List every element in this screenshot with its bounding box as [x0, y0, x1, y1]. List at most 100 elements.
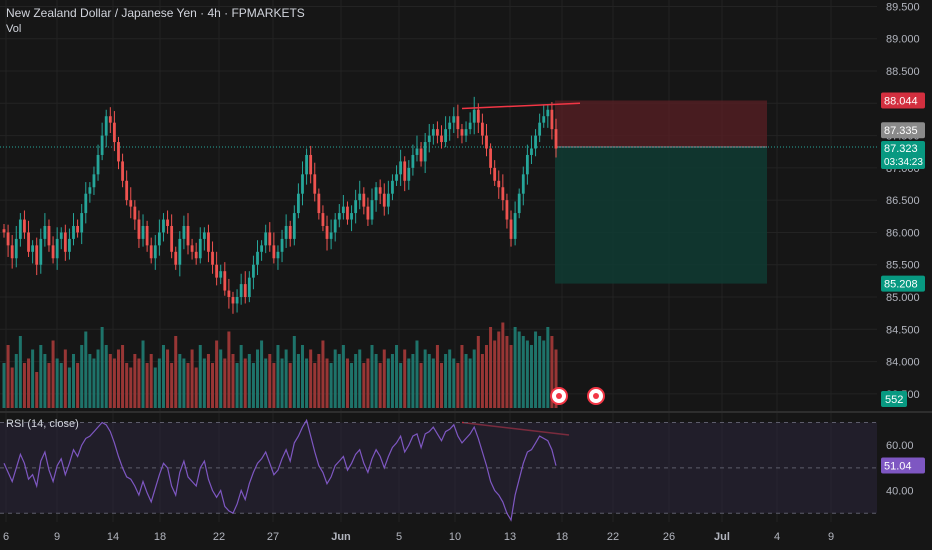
candle-body: [550, 109, 554, 130]
volume-bar: [76, 363, 80, 408]
position-tool[interactable]: [0, 100, 877, 284]
volume-bar: [513, 327, 517, 408]
volume-bar: [43, 354, 47, 408]
volume-bar: [39, 345, 43, 408]
volume-bars: [2, 322, 558, 408]
candle-body: [39, 238, 43, 265]
candle-body: [354, 200, 358, 214]
volume-bar: [194, 367, 198, 408]
candle-body: [538, 122, 542, 136]
candle-body: [476, 109, 480, 123]
volume-bar: [166, 349, 170, 408]
candle-body: [215, 264, 219, 278]
candle-body: [329, 232, 333, 239]
volume-bar: [223, 358, 227, 408]
price-tick-label: 85.500: [886, 260, 920, 272]
volume-bar: [509, 345, 513, 408]
price-trendline: [461, 102, 581, 110]
volume-bar: [427, 354, 431, 408]
price-tick-label: 89.500: [886, 1, 920, 13]
volume-bar: [206, 354, 210, 408]
volume-bar: [96, 349, 100, 408]
candle-body: [63, 232, 67, 252]
volume-bar: [337, 354, 341, 408]
price-tick-label: 84.000: [886, 357, 920, 369]
volume-bar: [170, 363, 174, 408]
take-profit-label: 85.208: [884, 279, 918, 291]
price-axis[interactable]: 89.50089.00088.50088.00087.50087.00086.5…: [886, 1, 920, 497]
volume-bar: [247, 354, 251, 408]
rsi-value-label: 51.04: [884, 461, 912, 473]
candle-body: [546, 109, 550, 117]
volume-bar: [407, 358, 411, 408]
candle-body: [260, 245, 263, 252]
candle-body: [436, 129, 439, 136]
candle-body: [297, 193, 300, 214]
volume-bar: [317, 354, 321, 408]
volume-bar: [88, 354, 92, 408]
volume-bar: [550, 336, 554, 408]
price-tick-label: 88.500: [886, 66, 920, 78]
candle-body: [374, 187, 378, 201]
volume-bar: [72, 354, 76, 408]
candle-body: [27, 232, 30, 252]
volume-bar: [157, 358, 161, 408]
volume-bar: [153, 367, 157, 408]
volume-bar: [370, 345, 374, 408]
candle-body: [157, 232, 161, 246]
candle-body: [468, 122, 472, 130]
candle-body: [542, 116, 546, 123]
candle-body: [485, 135, 488, 149]
volume-bar: [129, 367, 133, 408]
candle-body: [382, 193, 386, 207]
volume-bar: [133, 354, 137, 408]
candle-body: [489, 148, 492, 168]
candle-body: [121, 161, 124, 181]
event-markers[interactable]: [550, 387, 605, 405]
volume-bar: [309, 349, 313, 408]
volume-bar: [378, 363, 382, 408]
time-tick-label: 6: [3, 531, 9, 543]
candle-body: [350, 213, 353, 220]
current-price-bg: [881, 141, 925, 170]
volume-bar: [67, 367, 71, 408]
volume-bar: [202, 358, 206, 408]
volume-bar: [280, 358, 284, 408]
volume-bar: [354, 354, 358, 408]
time-tick-label: 10: [449, 531, 461, 543]
candle-body: [305, 154, 308, 175]
candle-body: [407, 167, 411, 181]
candle-body: [431, 129, 435, 136]
candle-body: [10, 245, 14, 259]
volume-bar: [325, 358, 329, 408]
volume-bar: [345, 358, 349, 408]
volume-value-bg: [881, 391, 907, 407]
volume-bar: [10, 367, 14, 408]
volume-bar: [554, 349, 558, 408]
current-price-label: 87.323: [884, 143, 918, 155]
take-profit-zone: [555, 147, 767, 284]
volume-bar: [100, 327, 104, 408]
candle-body: [247, 277, 251, 298]
price-tick-label: 86.000: [886, 227, 920, 239]
volume-bar: [137, 358, 141, 408]
volume-bar: [538, 336, 542, 408]
time-tick-label: 18: [154, 531, 166, 543]
candle-body: [153, 245, 157, 259]
candle-body: [137, 219, 141, 239]
candle-body: [321, 213, 325, 226]
candle-body: [23, 219, 26, 233]
candle-body: [525, 154, 529, 175]
candle-body: [166, 219, 169, 226]
volume-bar: [219, 349, 223, 408]
candle-body: [448, 122, 452, 130]
price-tick-label: 89.000: [886, 34, 920, 46]
candle-body: [493, 167, 497, 181]
volume-bar: [464, 354, 468, 408]
volume-bar: [460, 345, 464, 408]
candle-body: [358, 193, 362, 201]
time-axis[interactable]: 6 9 14 18 22 27 Jun 5 10 13 18 22 26 Jul 4 9: [3, 531, 834, 543]
volume-bar: [264, 358, 268, 408]
volume-bar: [104, 345, 108, 408]
